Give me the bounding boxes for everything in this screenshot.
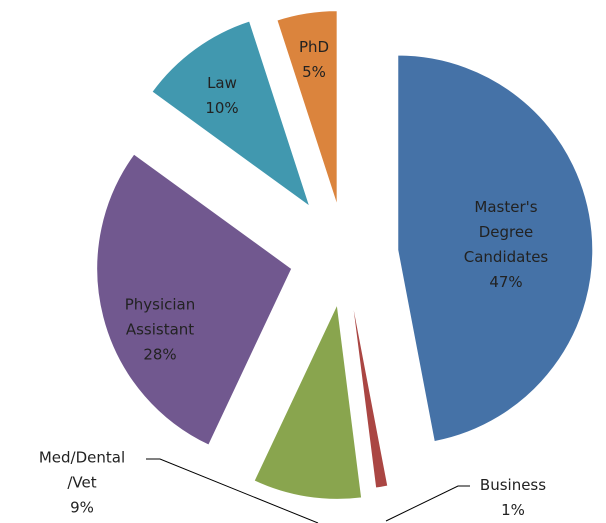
category-label: PhD (298, 38, 330, 56)
percent-label: 1% (501, 501, 525, 519)
percent-label: 10% (205, 99, 239, 117)
percent-label: 5% (302, 63, 326, 81)
slice-label: Med/Dental/Vet 9% (37, 446, 127, 521)
pie-slice (276, 10, 338, 206)
category-label: Physician Assistant (124, 295, 196, 339)
pie-slice (253, 302, 363, 500)
category-label: Business (479, 476, 547, 494)
category-label: Law (207, 74, 237, 92)
percent-label: 47% (489, 273, 523, 291)
category-label: Med/Dental/Vet (38, 448, 126, 492)
slice-label: Master's Degree Candidates 47% (451, 195, 561, 295)
percent-label: 9% (70, 498, 94, 517)
percent-label: 28% (143, 345, 177, 364)
leader-line (146, 458, 319, 523)
slice-label: Law 10% (192, 71, 252, 121)
pie-slice (397, 54, 594, 443)
slice-label: Business 1% (473, 473, 553, 523)
leader-line (385, 485, 470, 522)
slice-label: PhD 5% (289, 35, 339, 85)
pie-slice (151, 20, 311, 208)
category-label: Master's Degree Candidates (463, 198, 549, 266)
slice-label: Physician Assistant 28% (105, 293, 215, 368)
pie-slice (350, 294, 389, 489)
pie-slice (96, 153, 293, 446)
